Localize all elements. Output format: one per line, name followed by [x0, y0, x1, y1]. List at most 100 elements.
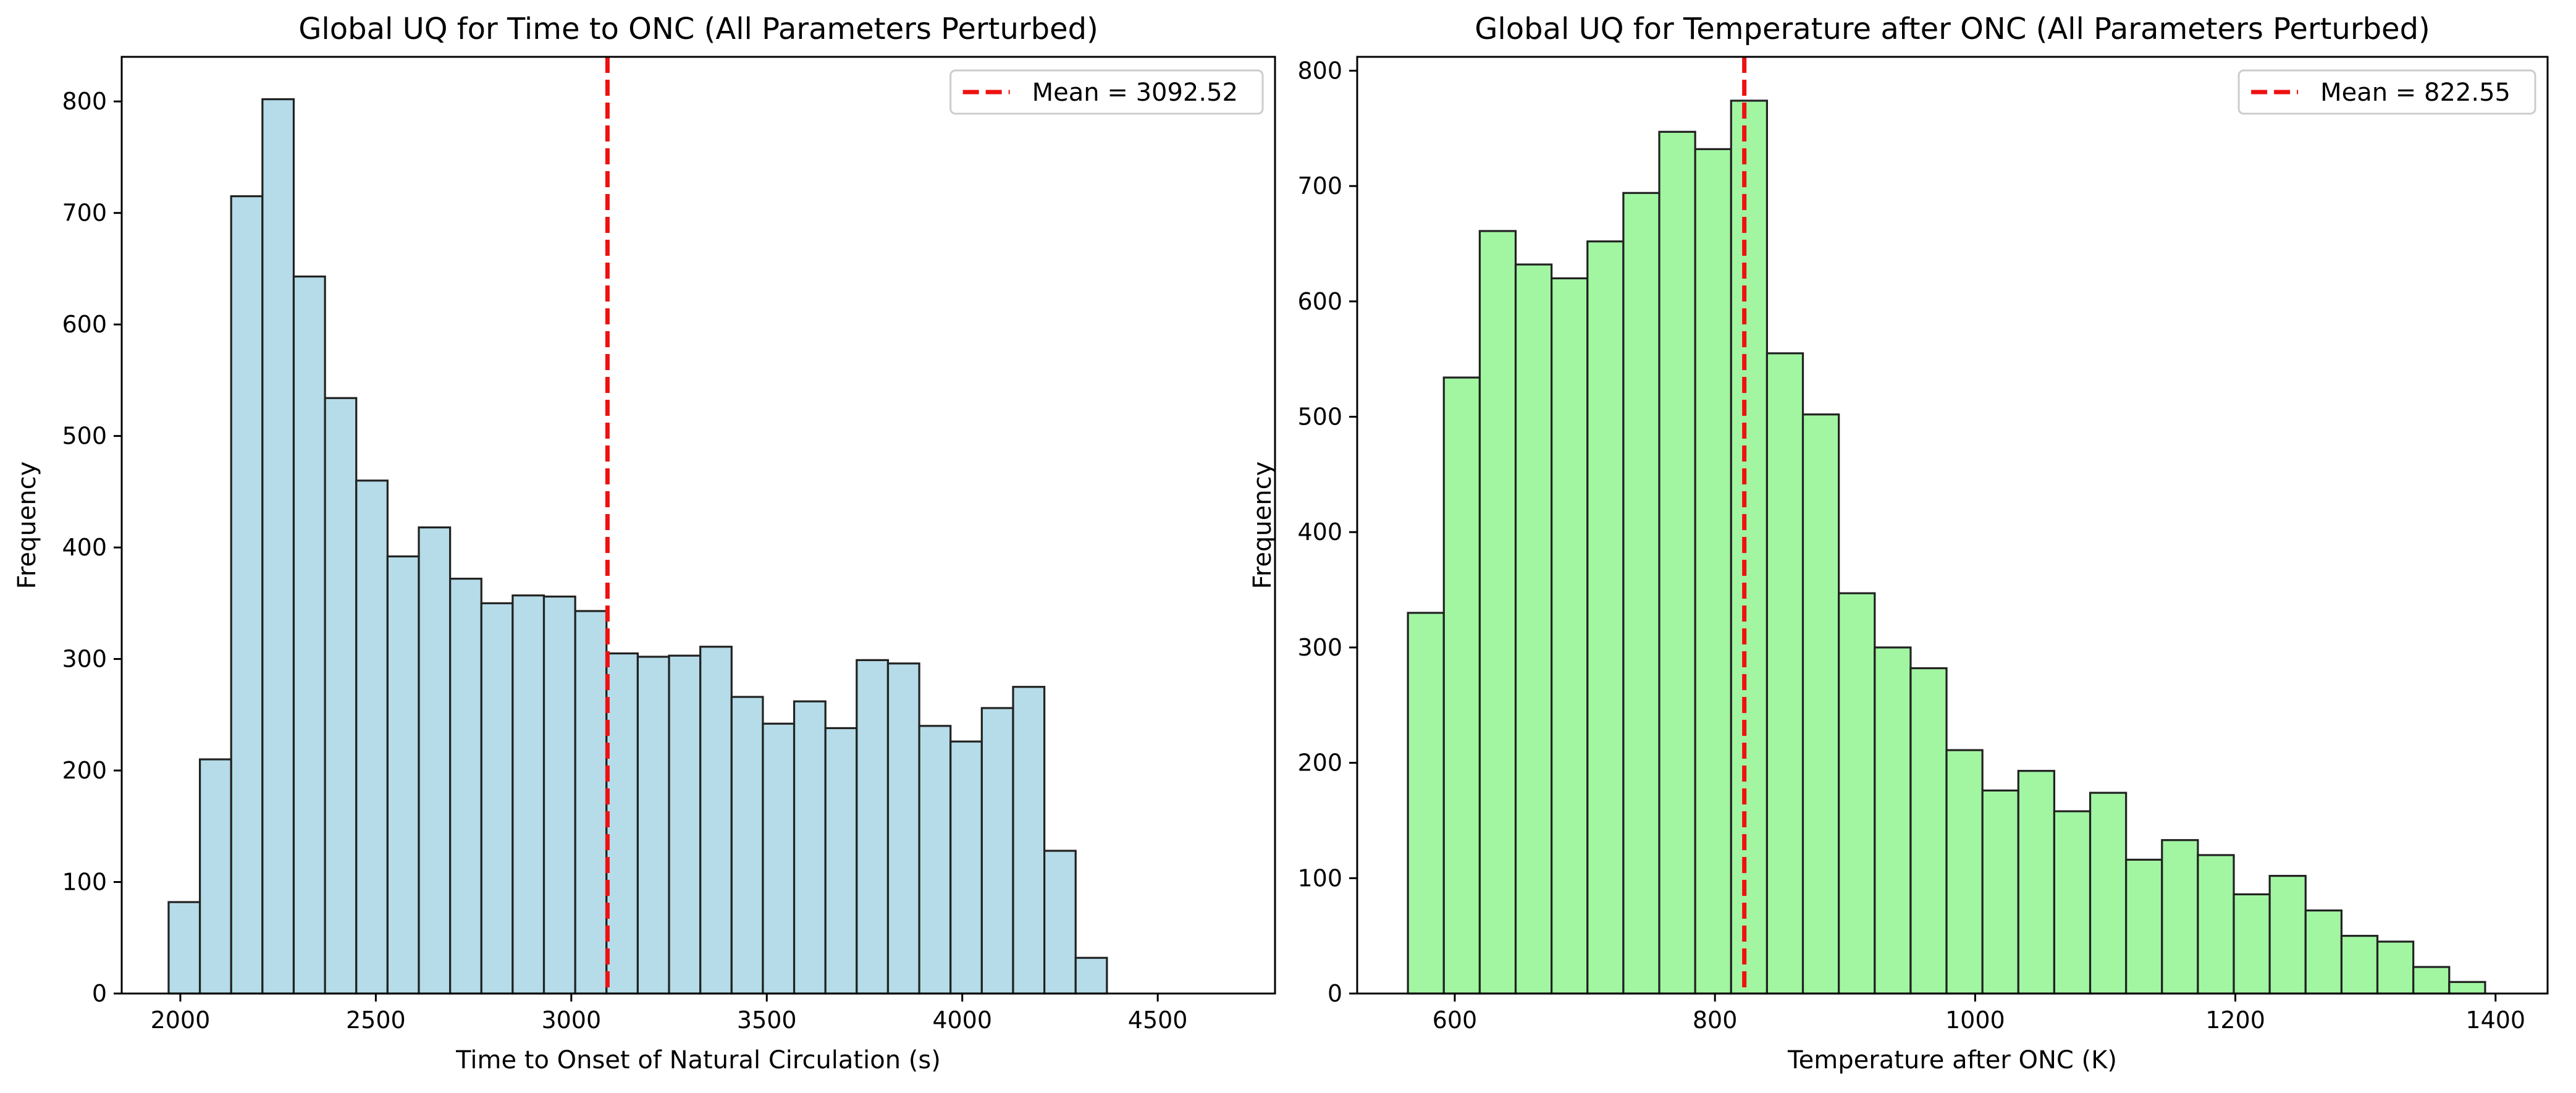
y-tick-label: 100: [1297, 864, 1342, 892]
histogram-bar: [1874, 646, 1912, 995]
histogram-bar: [574, 610, 608, 995]
histogram-bar: [2340, 935, 2379, 995]
histogram-bar: [292, 275, 326, 995]
x-tick-label: 1400: [2465, 1006, 2525, 1034]
histogram-bar: [1730, 99, 1768, 995]
histogram-bar: [2017, 770, 2056, 995]
histogram-bar: [324, 397, 358, 995]
legend-label: Mean = 822.55: [2320, 78, 2511, 107]
x-tick-label: 2000: [151, 1006, 211, 1034]
y-tick-label: 800: [1297, 57, 1342, 84]
histogram-bar: [386, 555, 420, 995]
histogram-bar: [1801, 413, 1840, 995]
histogram-bar: [918, 725, 952, 995]
histogram-bar: [699, 646, 733, 995]
histogram-bar: [198, 758, 232, 995]
y-tick-label: 200: [62, 757, 107, 784]
histogram-bar: [261, 98, 295, 995]
histogram-bar: [1551, 277, 1589, 995]
histogram-bar: [480, 602, 514, 995]
histogram-bar: [230, 195, 264, 995]
y-tick-label: 800: [62, 88, 107, 115]
y-tick-label: 600: [62, 311, 107, 338]
histogram-bar: [1586, 240, 1625, 995]
histogram-bar: [2304, 909, 2343, 995]
histogram-bar: [730, 696, 764, 995]
histogram-bar: [449, 578, 482, 995]
histogram-bar: [668, 654, 702, 995]
histogram-bar: [949, 740, 983, 995]
y-tick-label: 500: [1297, 403, 1342, 431]
histogram-bar: [793, 700, 827, 995]
x-tick-label: 2500: [346, 1006, 406, 1034]
histogram-bar: [511, 594, 545, 995]
histogram-bar: [2233, 893, 2271, 995]
y-tick-label: 400: [1297, 518, 1342, 546]
histogram-bar: [1442, 376, 1481, 995]
histogram-bar: [980, 707, 1014, 995]
chart-temperature-after-onc: 600 800 1000 1200 1400 0 100 200 300 400 500 600 700…: [1248, 12, 2549, 1074]
histogram-bar: [1012, 686, 1046, 995]
histogram-bar: [762, 722, 796, 995]
x-tick-label: 600: [1433, 1006, 1478, 1034]
histogram-bar: [2053, 810, 2092, 995]
y-tick-label: 400: [62, 534, 107, 561]
axes-frame: [120, 56, 1276, 995]
histogram-bar: [1838, 592, 1876, 995]
histogram-bar: [1043, 850, 1077, 995]
x-tick-label: 3000: [541, 1006, 601, 1034]
x-axis-label: Temperature after ONC (K): [1787, 1046, 2117, 1074]
histogram-bar: [1074, 956, 1108, 995]
histogram-bar: [2376, 940, 2415, 995]
histogram-bar: [542, 595, 576, 995]
x-tick-label: 1000: [1945, 1006, 2005, 1034]
y-tick-label: 500: [62, 423, 107, 450]
histogram-bar: [418, 526, 452, 995]
histogram-bar: [1622, 192, 1661, 995]
x-tick-label: 800: [1693, 1006, 1738, 1034]
legend: Mean = 3092.52: [949, 69, 1264, 115]
histogram-bar: [2448, 981, 2486, 995]
y-tick-label: 200: [1297, 749, 1342, 777]
y-tick-label: 700: [62, 200, 107, 227]
legend-box: [2237, 69, 2536, 115]
histogram-bar: [1658, 130, 1696, 995]
histogram-bar: [167, 901, 201, 995]
histogram-bar: [636, 656, 670, 995]
y-tick-label: 600: [1297, 288, 1342, 315]
x-tick-label: 4000: [932, 1006, 992, 1034]
y-axis-label: Frequency: [1248, 462, 1277, 589]
histogram-bar: [1981, 789, 2019, 995]
histogram-bar: [355, 479, 389, 995]
histogram-bar: [2268, 874, 2307, 995]
y-axis-label: Frequency: [13, 462, 41, 589]
histogram-bar: [2412, 966, 2451, 995]
chart-title: Global UQ for Time to ONC (All Parameter…: [298, 12, 1098, 46]
x-axis-label: Time to Onset of Natural Circulation (s): [455, 1046, 941, 1074]
histogram-bar: [2161, 839, 2199, 995]
histogram-bar: [2197, 854, 2235, 995]
x-tick-label: 3500: [737, 1006, 797, 1034]
y-tick-label: 100: [62, 869, 107, 896]
histogram-bar: [856, 659, 890, 995]
histogram-bar: [2089, 791, 2128, 995]
y-tick-label: 300: [62, 646, 107, 673]
y-tick-label: 0: [92, 980, 107, 1007]
x-tick-label: 1200: [2205, 1006, 2265, 1034]
x-tick-label: 4500: [1128, 1006, 1188, 1034]
histogram-bar: [1909, 667, 1948, 995]
legend-label: Mean = 3092.52: [1032, 78, 1238, 107]
y-tick-label: 300: [1297, 634, 1342, 661]
histogram-bar: [605, 652, 639, 995]
histogram-bar: [1694, 148, 1732, 995]
y-tick-label: 700: [1297, 172, 1342, 200]
histogram-bar: [2125, 858, 2163, 995]
legend: Mean = 822.55: [2237, 69, 2536, 115]
chart-title: Global UQ for Temperature after ONC (All…: [1475, 12, 2430, 46]
histogram-bar: [1514, 263, 1553, 995]
histogram-bar: [824, 727, 858, 995]
y-tick-label: 0: [1328, 980, 1342, 1007]
histogram-bar: [1766, 352, 1804, 995]
